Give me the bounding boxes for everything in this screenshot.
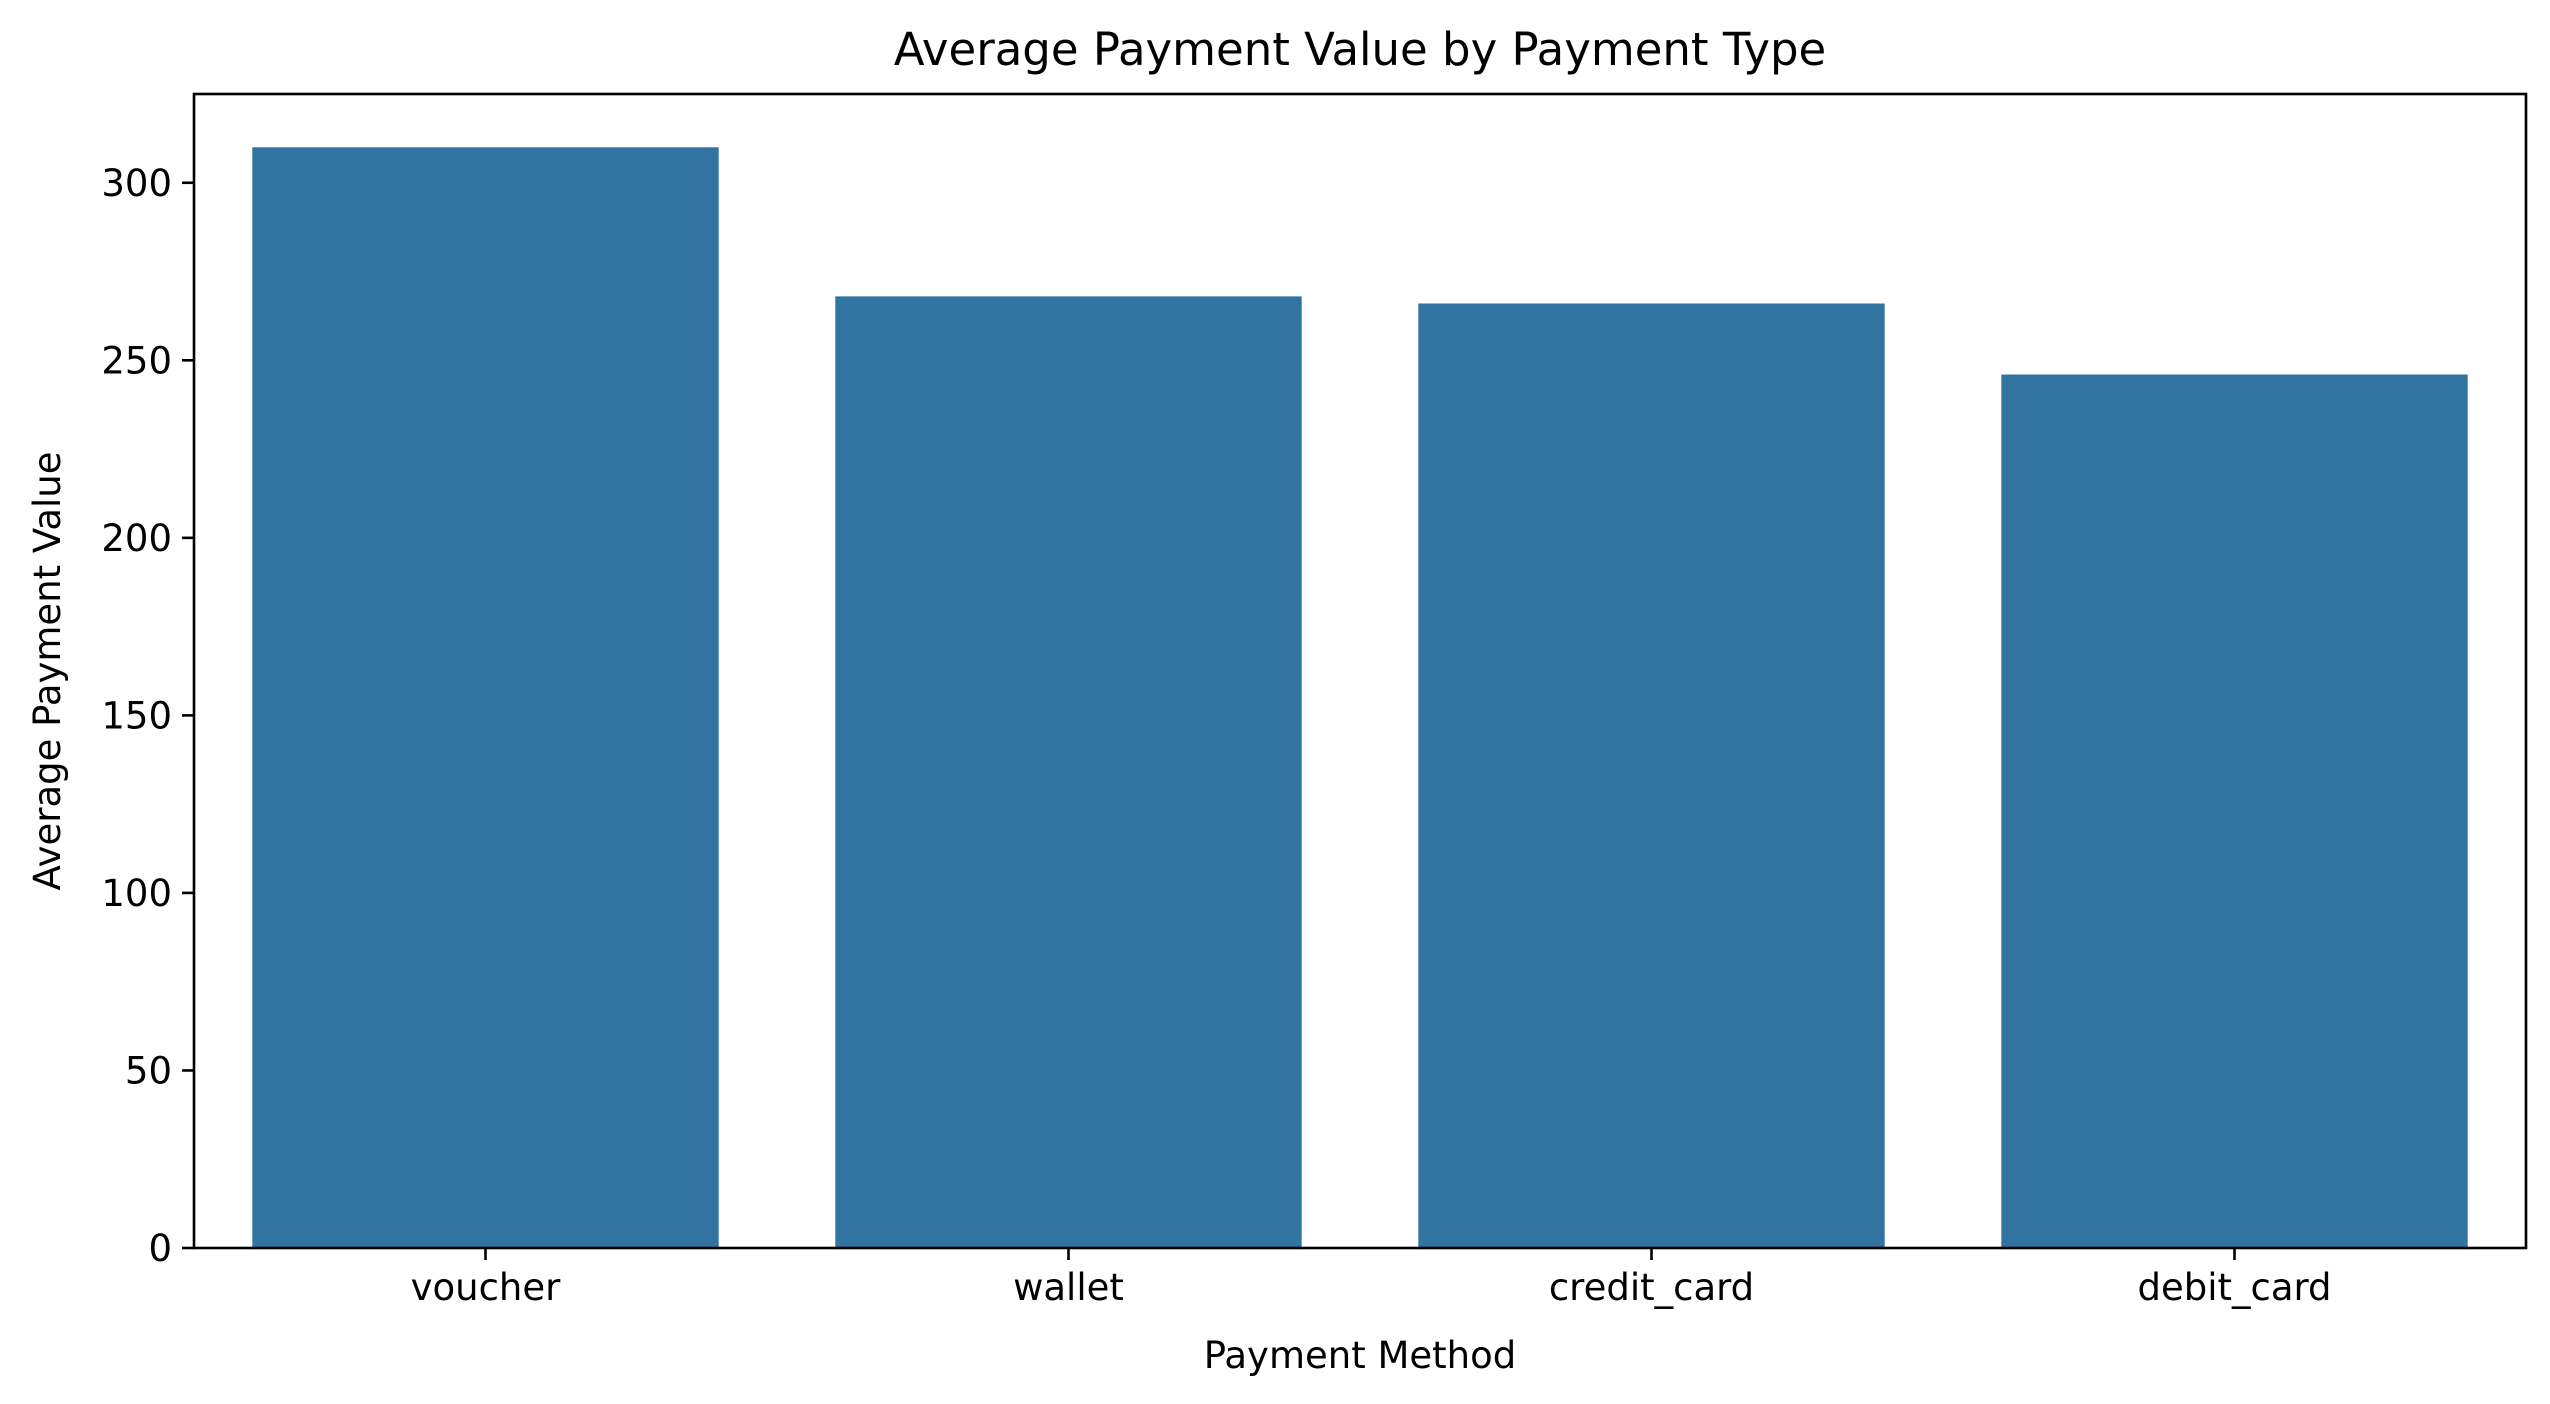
y-tick-label: 200	[101, 517, 172, 560]
x-tick-label: debit_card	[2137, 1266, 2331, 1309]
y-tick-label: 100	[101, 872, 172, 915]
x-tick-label: credit_card	[1549, 1266, 1754, 1309]
x-tick-label: wallet	[1013, 1266, 1124, 1309]
bar-wallet	[835, 296, 1302, 1248]
plot-frame	[192, 92, 2528, 1250]
x-axis-label: Payment Method	[1204, 1334, 1517, 1377]
bar-credit_card	[1418, 303, 1885, 1249]
y-tick-label: 150	[101, 694, 172, 737]
bar-voucher	[252, 147, 719, 1249]
bars-group	[252, 147, 2468, 1249]
y-tick-label: 250	[101, 339, 172, 382]
y-axis-label: Average Payment Value	[26, 451, 69, 890]
y-tick-label: 300	[101, 162, 172, 205]
x-axis-ticks: voucher wallet credit_card debit_card	[411, 1248, 2332, 1309]
x-tick-label: voucher	[411, 1266, 562, 1309]
y-tick-label: 0	[148, 1227, 172, 1270]
y-tick-label: 50	[125, 1049, 172, 1092]
chart-title: Average Payment Value by Payment Type	[894, 23, 1826, 76]
y-axis-ticks: 0 50 100 150 200 250 300	[101, 162, 194, 1270]
bar-debit_card	[2001, 374, 2468, 1249]
